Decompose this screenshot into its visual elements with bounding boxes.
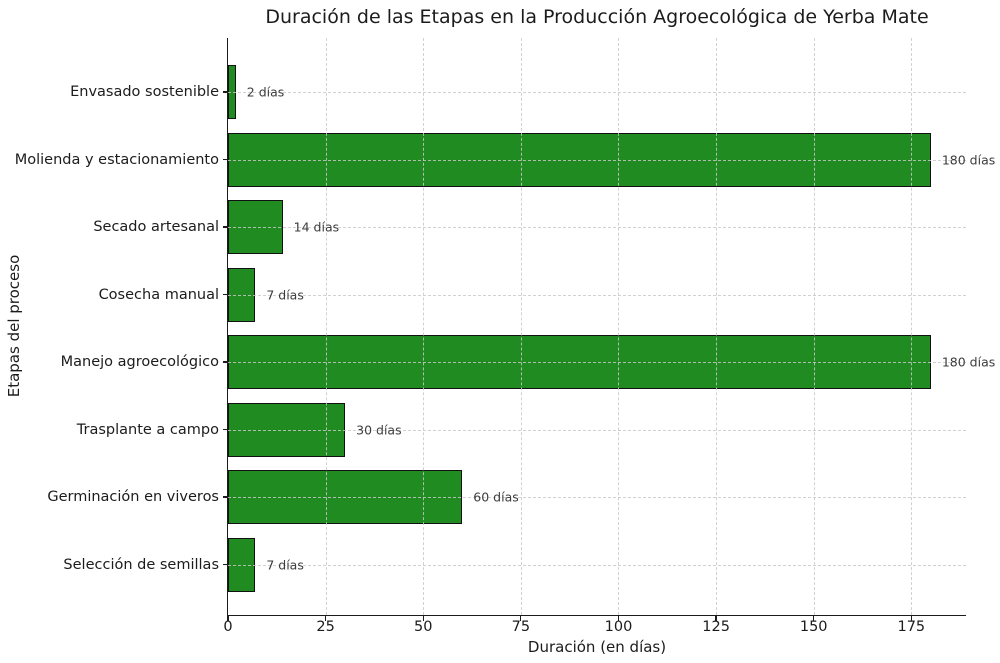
bar-value-label: 2 días <box>246 84 285 100</box>
x-tick-mark <box>520 616 522 621</box>
y-tick-label: Envasado sostenible <box>70 84 219 100</box>
y-gridline <box>228 497 966 498</box>
y-tick-label: Trasplante a campo <box>76 421 219 438</box>
x-gridline <box>325 38 327 615</box>
y-tick-mark <box>222 496 227 498</box>
bar-value-label: 7 días <box>266 557 304 572</box>
y-gridline <box>228 159 966 161</box>
x-tick-mark <box>325 616 327 621</box>
bar-value-label: 180 días <box>941 152 996 167</box>
y-gridline <box>228 92 966 93</box>
x-gridline <box>716 38 718 615</box>
y-tick-mark <box>222 563 227 566</box>
bar-value-label: 7 días <box>266 287 304 302</box>
y-tick-label: Germinación en viveros <box>47 489 219 505</box>
x-axis-label: Duración (en días) <box>527 638 667 656</box>
bar-value-label: 60 días <box>473 489 519 505</box>
x-tick-label: 100 <box>604 619 633 635</box>
x-tick-label: 25 <box>316 619 335 635</box>
x-tick-label: 150 <box>799 619 828 635</box>
y-tick-mark <box>222 361 227 363</box>
x-axis-spine <box>226 614 966 616</box>
y-tick-mark <box>222 91 227 93</box>
x-tick-label: 125 <box>702 619 730 635</box>
x-tick-label: 75 <box>511 619 531 635</box>
x-gridline <box>423 38 425 615</box>
bar-value-label: 30 días <box>356 422 402 437</box>
bar-value-label: 14 días <box>293 219 340 235</box>
y-tick-mark <box>222 226 227 228</box>
x-gridline <box>618 38 620 615</box>
y-axis-spine <box>226 37 228 616</box>
bar-value-label: 180 días <box>941 354 996 370</box>
x-gridline <box>911 38 913 615</box>
y-tick-label: Cosecha manual <box>98 286 219 303</box>
y-tick-mark <box>222 158 227 161</box>
x-tick-mark <box>617 616 620 621</box>
y-gridline <box>228 294 966 296</box>
y-tick-label: Selección de semillas <box>63 556 219 573</box>
y-gridline <box>228 227 966 228</box>
y-gridline <box>228 362 966 363</box>
x-tick-mark <box>910 616 912 621</box>
x-tick-label: 175 <box>897 619 926 635</box>
y-gridline <box>228 564 966 566</box>
x-tick-label: 50 <box>414 619 433 635</box>
y-tick-label: Molienda y estacionamiento <box>14 151 219 168</box>
x-gridline <box>520 38 522 615</box>
x-tick-label: 0 <box>223 619 233 635</box>
x-tick-mark <box>227 616 229 621</box>
y-tick-label: Manejo agroecológico <box>60 354 219 370</box>
y-axis-label: Etapas del proceso <box>5 254 23 398</box>
x-tick-mark <box>715 616 717 621</box>
y-tick-mark <box>222 293 227 296</box>
y-tick-mark <box>222 428 227 431</box>
y-gridline <box>228 429 966 431</box>
chart-title: Duración de las Etapas en la Producción … <box>265 6 929 28</box>
x-tick-mark <box>813 616 815 621</box>
y-tick-label: Secado artesanal <box>93 219 219 235</box>
x-tick-mark <box>422 616 424 621</box>
x-gridline <box>813 38 815 615</box>
